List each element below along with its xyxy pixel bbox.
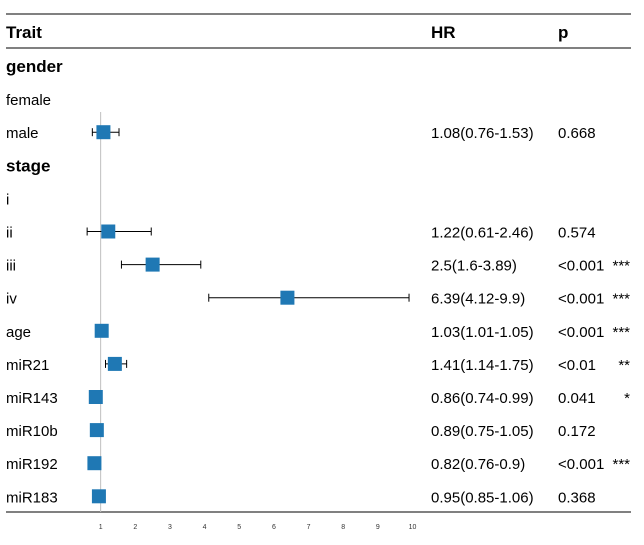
- trait-label: iii: [6, 258, 16, 275]
- header-p: p: [558, 23, 568, 42]
- p-value: 0.574: [558, 225, 596, 242]
- trait-label: i: [6, 191, 9, 208]
- p-value: <0.001: [558, 291, 604, 308]
- trait-label: miR192: [6, 456, 58, 473]
- trait-label: ii: [6, 225, 13, 242]
- trait-label: miR183: [6, 489, 58, 506]
- hr-value: 0.86(0.74-0.99): [431, 390, 534, 407]
- header-hr: HR: [431, 23, 456, 42]
- x-tick-label: 8: [341, 524, 345, 531]
- p-value: 0.172: [558, 423, 596, 440]
- p-value: 0.041: [558, 390, 596, 407]
- trait-label: miR143: [6, 390, 58, 407]
- significance-stars: ***: [612, 291, 630, 308]
- x-tick-label: 3: [168, 524, 172, 531]
- significance-stars: ***: [612, 324, 630, 341]
- x-tick-label: 9: [376, 524, 380, 531]
- trait-label: iv: [6, 291, 17, 308]
- hr-marker: [280, 290, 295, 305]
- hr-value: 1.22(0.61-2.46): [431, 225, 534, 242]
- trait-label: female: [6, 92, 51, 109]
- trait-label: male: [6, 125, 39, 142]
- p-value: <0.001: [558, 258, 604, 275]
- hr-value: 1.03(1.01-1.05): [431, 324, 534, 341]
- trait-label: age: [6, 324, 31, 341]
- p-value: <0.01: [558, 357, 596, 374]
- p-value: 0.368: [558, 489, 596, 506]
- hr-value: 1.08(0.76-1.53): [431, 125, 534, 142]
- trait-label: miR10b: [6, 423, 58, 440]
- hr-marker: [94, 323, 109, 338]
- hr-marker: [145, 257, 160, 272]
- x-tick-label: 5: [237, 524, 241, 531]
- header-trait: Trait: [6, 23, 42, 42]
- hr-value: 6.39(4.12-9.9): [431, 291, 525, 308]
- x-tick-label: 10: [409, 524, 417, 531]
- hr-marker: [91, 489, 106, 504]
- hr-marker: [101, 224, 116, 239]
- x-tick-label: 4: [203, 524, 207, 531]
- significance-stars: ***: [612, 456, 630, 473]
- group-label: stage: [6, 156, 50, 175]
- hr-value: 0.95(0.85-1.06): [431, 489, 534, 506]
- hr-marker: [96, 125, 111, 140]
- group-label: gender: [6, 57, 63, 76]
- significance-stars: **: [618, 357, 630, 374]
- hr-value: 2.5(1.6-3.89): [431, 258, 517, 275]
- x-tick-label: 2: [133, 524, 137, 531]
- hr-value: 1.41(1.14-1.75): [431, 357, 534, 374]
- p-value: <0.001: [558, 456, 604, 473]
- x-tick-label: 1: [99, 524, 103, 531]
- hr-value: 0.82(0.76-0.9): [431, 456, 525, 473]
- p-value: <0.001: [558, 324, 604, 341]
- hr-marker: [87, 456, 102, 471]
- hr-value: 0.89(0.75-1.05): [431, 423, 534, 440]
- significance-stars: *: [624, 390, 630, 407]
- p-value: 0.668: [558, 125, 596, 142]
- hr-marker: [88, 390, 103, 404]
- hr-marker: [107, 356, 122, 371]
- x-tick-label: 7: [307, 524, 311, 531]
- x-tick-label: 6: [272, 524, 276, 531]
- hr-marker: [89, 423, 104, 438]
- trait-label: miR21: [6, 357, 49, 374]
- significance-stars: ***: [612, 258, 630, 275]
